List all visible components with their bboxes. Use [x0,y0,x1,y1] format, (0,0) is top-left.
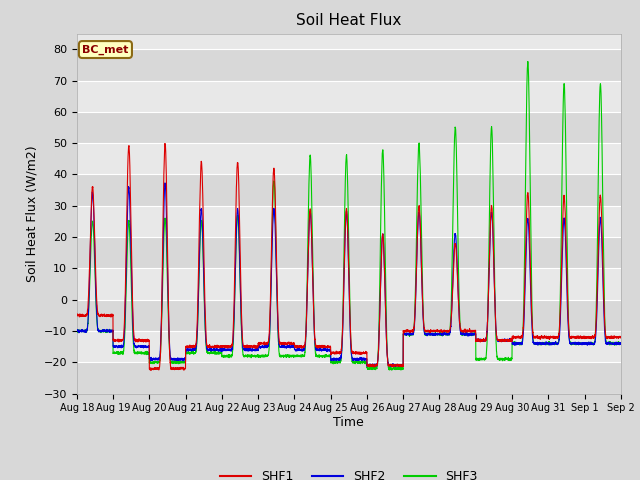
SHF3 [441,330,449,336]
SHF1 [329,350,337,356]
SHF2 [471,331,479,337]
Bar [77,268,621,300]
SHF1 [147,368,155,373]
SHF3 [73,329,81,335]
SHF1 [471,327,479,333]
SHF1 [161,141,169,146]
SHF3 [616,342,624,348]
Y-axis label: Soil Heat Flux (W/m2): Soil Heat Flux (W/m2) [25,145,38,282]
SHF1 [441,329,449,335]
SHF2 [441,331,449,337]
SHF1 [617,335,625,340]
Bar [77,81,621,112]
SHF2 [617,340,625,346]
Title: Soil Heat Flux: Soil Heat Flux [296,13,401,28]
SHF3 [524,59,532,64]
Text: BC_met: BC_met [82,44,129,55]
Bar [77,237,621,268]
Bar [77,206,621,237]
Line: SHF1: SHF1 [77,144,621,371]
SHF1 [502,337,509,343]
SHF2 [389,364,397,370]
SHF2 [171,356,179,362]
Legend: SHF1, SHF2, SHF3: SHF1, SHF2, SHF3 [214,465,483,480]
Bar [77,362,621,394]
Line: SHF3: SHF3 [77,61,621,370]
SHF3 [388,367,396,373]
SHF2 [73,328,81,334]
SHF3 [328,360,336,365]
SHF2 [161,180,169,186]
Bar [77,112,621,143]
Bar [77,49,621,81]
SHF3 [617,341,625,347]
SHF3 [471,332,479,337]
SHF1 [616,335,624,340]
Bar [77,331,621,362]
SHF1 [73,312,81,317]
SHF1 [171,367,179,372]
Bar [77,143,621,174]
Bar [77,300,621,331]
X-axis label: Time: Time [333,416,364,429]
SHF2 [616,342,624,348]
Bar [77,174,621,206]
SHF2 [329,357,337,363]
Line: SHF2: SHF2 [77,183,621,367]
SHF3 [502,355,509,360]
SHF2 [502,337,509,343]
SHF3 [171,359,179,365]
